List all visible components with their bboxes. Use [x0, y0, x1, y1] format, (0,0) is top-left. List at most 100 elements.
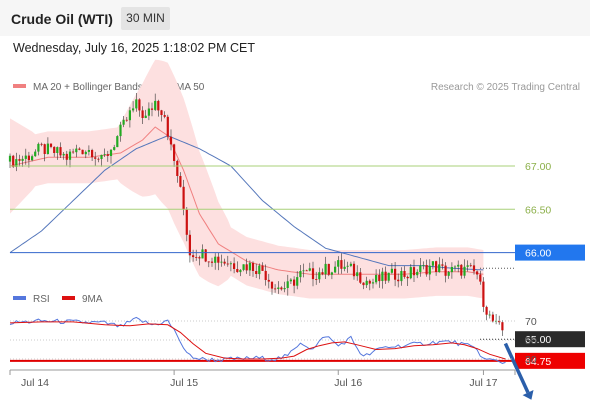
- candle-body: [113, 147, 116, 150]
- candle-body: [138, 99, 141, 111]
- candle-body: [43, 144, 46, 154]
- candle-body: [469, 265, 472, 267]
- candle-body: [97, 158, 100, 160]
- candle-body: [412, 267, 416, 276]
- candle-body: [40, 143, 43, 145]
- candle-body: [87, 150, 90, 152]
- candle-body: [283, 288, 286, 290]
- candle-body: [78, 148, 81, 150]
- candle-body: [447, 272, 450, 276]
- candle-body: [346, 265, 349, 267]
- candle-body: [8, 155, 12, 162]
- candle-body: [49, 143, 53, 147]
- candle-body: [198, 257, 201, 259]
- candle-body: [435, 261, 438, 272]
- candle-body: [125, 119, 128, 121]
- candle-body: [81, 149, 84, 155]
- candle-body: [46, 143, 49, 154]
- candle-body: [12, 155, 15, 167]
- instrument-title: Crude Oil (WTI): [11, 11, 113, 27]
- candle-body: [53, 146, 56, 153]
- candle-body: [450, 267, 453, 273]
- candle-body: [173, 144, 176, 161]
- candle-body: [242, 264, 245, 270]
- candle-body: [365, 280, 368, 286]
- candle-body: [91, 150, 94, 158]
- rsi-tick-label: 70: [525, 316, 537, 328]
- candle-body: [261, 265, 264, 271]
- candle-body: [141, 110, 144, 118]
- candle-body: [233, 263, 236, 269]
- candle-body: [245, 264, 248, 271]
- bollinger-band: [10, 59, 484, 299]
- ma50-legend-label: MA 50: [176, 82, 205, 93]
- candle-body: [132, 108, 135, 111]
- candle-body: [343, 266, 346, 269]
- candle-body: [371, 282, 375, 284]
- candle-body: [18, 159, 21, 161]
- candle-body: [185, 209, 188, 235]
- candle-body: [277, 287, 280, 289]
- candle-body: [375, 275, 378, 283]
- candle-body: [400, 271, 403, 282]
- rsi-ma-line: [9, 321, 506, 360]
- candle-body: [387, 272, 390, 281]
- candle-body: [31, 156, 34, 161]
- candle-body: [460, 264, 463, 276]
- candle-body: [406, 276, 409, 279]
- candle-body: [356, 272, 359, 277]
- candle-body: [163, 115, 166, 117]
- candle-body: [327, 263, 330, 275]
- resistance-level-label: 66.00: [525, 248, 551, 260]
- candle-body: [293, 279, 296, 286]
- candle-body: [384, 271, 387, 281]
- candle-body: [144, 115, 147, 118]
- candle-body: [422, 265, 425, 266]
- timeframe-button[interactable]: 30 MIN: [121, 7, 170, 30]
- trend-arrow-shaft: [503, 342, 530, 394]
- candle-body: [176, 160, 179, 176]
- rsi-ma-legend-label: 9MA: [82, 294, 103, 305]
- rsi-legend-label: RSI: [33, 294, 50, 305]
- candle-body: [160, 110, 163, 115]
- candle-body: [491, 314, 494, 322]
- timestamp: Wednesday, July 16, 2025 1:18:02 PM CET: [13, 41, 256, 55]
- candle-body: [381, 271, 384, 281]
- candle-body: [431, 261, 434, 266]
- candle-body: [258, 265, 261, 275]
- candle-body: [21, 158, 24, 161]
- candle-body: [192, 255, 195, 258]
- candle-body: [229, 263, 232, 265]
- candle-body: [337, 260, 340, 267]
- candle-body: [182, 186, 185, 210]
- candle-body: [472, 265, 476, 272]
- candle-body: [466, 265, 469, 267]
- candle-body: [34, 151, 37, 157]
- candle-body: [390, 268, 393, 273]
- candle-body: [15, 159, 18, 167]
- candle-body: [236, 269, 239, 273]
- candle-body: [267, 279, 270, 282]
- trend-arrow-head: [522, 390, 534, 400]
- candle-body: [315, 279, 318, 280]
- candle-body: [94, 157, 97, 159]
- candle-body: [251, 262, 255, 271]
- candle-body: [308, 268, 311, 271]
- candle-body: [362, 282, 365, 286]
- rsi-tick-label: 50: [525, 335, 537, 347]
- candle-body: [286, 281, 289, 288]
- candle-body: [476, 271, 479, 275]
- candle-body: [349, 263, 352, 266]
- candle-body: [109, 149, 113, 156]
- candle-body: [27, 155, 30, 161]
- candle-body: [311, 268, 315, 280]
- candle-body: [397, 279, 400, 282]
- candle-body: [214, 256, 217, 263]
- candle-body: [239, 269, 242, 273]
- candle-body: [157, 100, 160, 111]
- candle-body: [106, 154, 109, 156]
- candle-body: [150, 108, 154, 110]
- candle-body: [352, 263, 356, 277]
- rsi-ma-legend-swatch: [62, 296, 75, 300]
- candle-body: [166, 116, 169, 137]
